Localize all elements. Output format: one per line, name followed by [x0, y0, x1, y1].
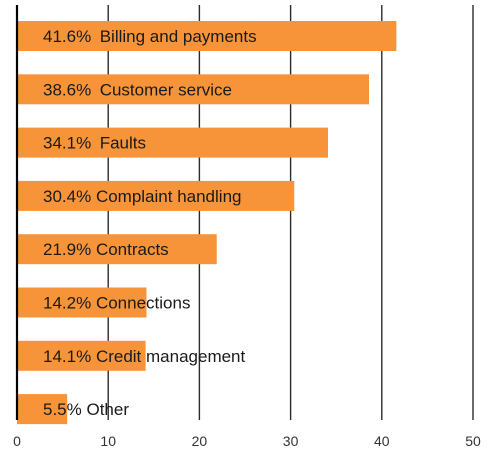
bar-value-label: 38.6% [43, 80, 91, 99]
x-axis-ticks: 0 10 20 30 40 50 [13, 433, 481, 449]
bars [17, 21, 397, 425]
bar-category-label: Other [86, 400, 129, 419]
bar-label: 14.1% Credit management [43, 347, 246, 366]
bar-value-label: 14.1% [43, 347, 91, 366]
bar [17, 180, 295, 211]
x-tick-label: 20 [192, 433, 208, 449]
bar-value-label: 30.4% [43, 187, 91, 206]
bar [17, 287, 147, 318]
bar-label: 34.1% Faults [43, 134, 146, 153]
bar-value-label: 41.6% [43, 27, 91, 46]
x-tick-label: 40 [374, 433, 390, 449]
x-tick-label: 30 [283, 433, 299, 449]
bar-category-label: Credit management [96, 347, 246, 366]
bar-value-label: 34.1% [43, 134, 91, 153]
bar [17, 394, 68, 425]
bar-category-label: Contracts [96, 240, 169, 259]
x-tick-label: 0 [13, 433, 21, 449]
bar-label: 38.6% Customer service [43, 80, 232, 99]
bar [17, 21, 397, 51]
bar-label: 41.6% Billing and payments [43, 27, 257, 46]
bar [17, 74, 370, 105]
bar-category-label: Billing and payments [100, 27, 257, 46]
x-tick-label: 10 [100, 433, 116, 449]
bar-category-label: Customer service [100, 80, 232, 99]
bar-labels: 41.6% Billing and payments 38.6% Customer… [43, 27, 257, 419]
bar-label: 14.2% Connections [43, 294, 190, 313]
bar [17, 234, 217, 265]
bar-category-label: Complaint handling [96, 187, 242, 206]
bar-label: 30.4% Complaint handling [43, 187, 241, 206]
bar-category-label: Faults [100, 134, 146, 153]
x-tick-label: 50 [465, 433, 481, 449]
bar-value-label: 14.2% [43, 294, 91, 313]
bar-label: 21.9% Contracts [43, 240, 169, 259]
bar-value-label: 5.5% [43, 400, 82, 419]
bar [17, 340, 146, 371]
bar-category-label: Connections [96, 294, 191, 313]
bar [17, 127, 328, 158]
bar-value-label: 21.9% [43, 240, 91, 259]
bar-label: 5.5% Other [43, 400, 129, 419]
